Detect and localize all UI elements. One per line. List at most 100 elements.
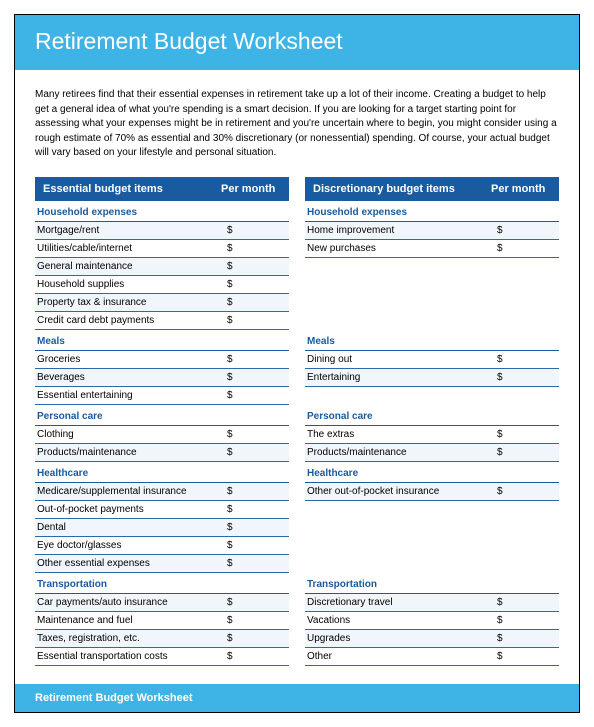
row-amount[interactable]: $: [227, 447, 287, 458]
essential-row: Property tax & insurance$: [35, 294, 289, 312]
row-amount[interactable]: $: [227, 504, 287, 515]
row-label: Household supplies: [37, 279, 227, 290]
spacer: [305, 258, 559, 276]
essential-section-title: Personal care: [35, 405, 289, 426]
row-label: Discretionary travel: [307, 597, 497, 608]
discretionary-row: The extras$: [305, 426, 559, 444]
spacer: [305, 294, 559, 312]
row-label: Dining out: [307, 354, 497, 365]
row-amount[interactable]: $: [227, 633, 287, 644]
essential-row: Other essential expenses$: [35, 555, 289, 573]
discretionary-section-title: Healthcare: [305, 462, 559, 483]
row-amount[interactable]: $: [227, 429, 287, 440]
essential-row: Medicare/supplemental insurance$: [35, 483, 289, 501]
row-label: Home improvement: [307, 225, 497, 236]
essential-row: Utilities/cable/internet$: [35, 240, 289, 258]
essential-header: Essential budget items Per month: [35, 177, 289, 201]
row-label: Taxes, registration, etc.: [37, 633, 227, 644]
row-amount[interactable]: $: [497, 615, 557, 626]
row-amount[interactable]: $: [227, 243, 287, 254]
row-amount[interactable]: $: [497, 633, 557, 644]
row-amount[interactable]: $: [497, 354, 557, 365]
row-label: Other out-of-pocket insurance: [307, 486, 497, 497]
essential-row: Eye doctor/glasses$: [35, 537, 289, 555]
discretionary-section-title: Transportation: [305, 573, 559, 594]
discretionary-column: Discretionary budget items Per month Hou…: [305, 177, 559, 666]
row-amount[interactable]: $: [227, 486, 287, 497]
essential-section-title: Meals: [35, 330, 289, 351]
row-label: Dental: [37, 522, 227, 533]
row-amount[interactable]: $: [227, 297, 287, 308]
essential-section-title: Transportation: [35, 573, 289, 594]
row-label: Clothing: [37, 429, 227, 440]
row-amount[interactable]: $: [497, 597, 557, 608]
row-label: Eye doctor/glasses: [37, 540, 227, 551]
essential-row: Out-of-pocket payments$: [35, 501, 289, 519]
discretionary-row: Entertaining$: [305, 369, 559, 387]
row-amount[interactable]: $: [227, 372, 287, 383]
discretionary-row: Other$: [305, 648, 559, 666]
budget-columns: Essential budget items Per month Househo…: [15, 177, 579, 684]
row-label: Other: [307, 651, 497, 662]
row-amount[interactable]: $: [227, 540, 287, 551]
row-amount[interactable]: $: [227, 558, 287, 569]
worksheet-page: Retirement Budget Worksheet Many retiree…: [14, 14, 580, 713]
spacer: [305, 501, 559, 519]
row-amount[interactable]: $: [497, 429, 557, 440]
discretionary-row: Other out-of-pocket insurance$: [305, 483, 559, 501]
discretionary-row: Discretionary travel$: [305, 594, 559, 612]
row-label: The extras: [307, 429, 497, 440]
row-amount[interactable]: $: [227, 225, 287, 236]
row-amount[interactable]: $: [497, 372, 557, 383]
intro-paragraph: Many retirees find that their essential …: [15, 70, 579, 177]
row-amount[interactable]: $: [227, 597, 287, 608]
row-amount[interactable]: $: [227, 615, 287, 626]
discretionary-section-title: Meals: [305, 330, 559, 351]
row-label: Credit card debt payments: [37, 315, 227, 326]
essential-row: Products/maintenance$: [35, 444, 289, 462]
essential-row: Clothing$: [35, 426, 289, 444]
row-amount[interactable]: $: [227, 522, 287, 533]
row-label: Essential entertaining: [37, 390, 227, 401]
row-label: Products/maintenance: [37, 447, 227, 458]
discretionary-row: Home improvement$: [305, 222, 559, 240]
row-amount[interactable]: $: [227, 315, 287, 326]
spacer: [305, 537, 559, 555]
essential-row: Household supplies$: [35, 276, 289, 294]
discretionary-section-title: Household expenses: [305, 201, 559, 222]
row-label: Other essential expenses: [37, 558, 227, 569]
row-amount[interactable]: $: [497, 447, 557, 458]
row-amount[interactable]: $: [497, 243, 557, 254]
row-label: General maintenance: [37, 261, 227, 272]
discretionary-row: Upgrades$: [305, 630, 559, 648]
footer-bar: Retirement Budget Worksheet: [15, 684, 579, 712]
spacer: [305, 387, 559, 405]
row-label: Groceries: [37, 354, 227, 365]
row-amount[interactable]: $: [227, 651, 287, 662]
row-label: Products/maintenance: [307, 447, 497, 458]
discretionary-row: Dining out$: [305, 351, 559, 369]
row-label: Property tax & insurance: [37, 297, 227, 308]
row-amount[interactable]: $: [227, 354, 287, 365]
spacer: [305, 276, 559, 294]
row-amount[interactable]: $: [497, 651, 557, 662]
row-label: Utilities/cable/internet: [37, 243, 227, 254]
row-amount[interactable]: $: [227, 261, 287, 272]
row-label: New purchases: [307, 243, 497, 254]
essential-row: Maintenance and fuel$: [35, 612, 289, 630]
essential-row: Credit card debt payments$: [35, 312, 289, 330]
row-amount[interactable]: $: [227, 390, 287, 401]
essential-section-title: Household expenses: [35, 201, 289, 222]
row-amount[interactable]: $: [227, 279, 287, 290]
page-title: Retirement Budget Worksheet: [35, 28, 343, 54]
essential-row: Groceries$: [35, 351, 289, 369]
row-amount[interactable]: $: [497, 225, 557, 236]
row-label: Out-of-pocket payments: [37, 504, 227, 515]
essential-header-per: Per month: [221, 183, 281, 195]
essential-row: Dental$: [35, 519, 289, 537]
spacer: [305, 519, 559, 537]
essential-row: Essential entertaining$: [35, 387, 289, 405]
discretionary-header-label: Discretionary budget items: [313, 183, 491, 195]
row-amount[interactable]: $: [497, 486, 557, 497]
essential-row: Mortgage/rent$: [35, 222, 289, 240]
